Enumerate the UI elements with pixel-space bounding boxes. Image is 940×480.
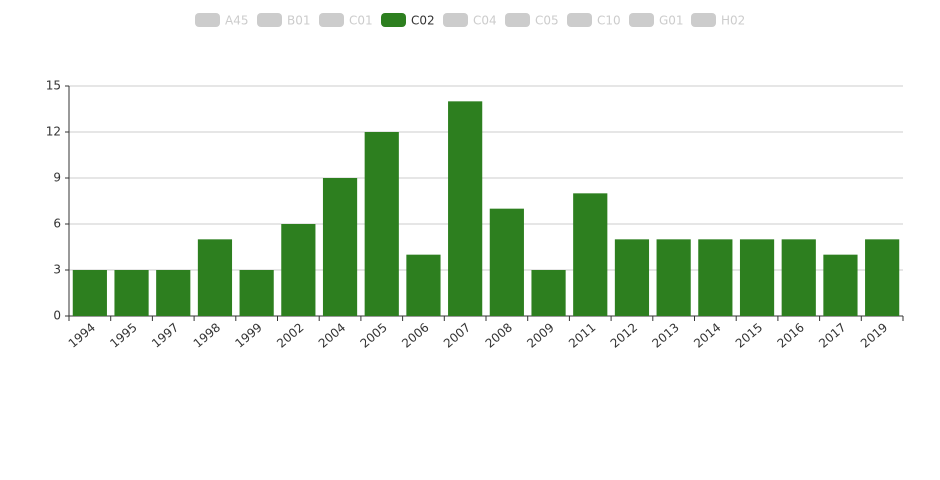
legend-label[interactable]: C04 (473, 14, 497, 28)
bar (698, 239, 733, 316)
bar (72, 270, 107, 316)
bar (573, 193, 608, 316)
bar (614, 239, 650, 316)
y-tick-label: 0 (53, 309, 61, 323)
legend-label[interactable]: A45 (225, 14, 248, 28)
legend-icon[interactable] (567, 13, 592, 27)
x-tick-label: 1994 (66, 320, 98, 350)
x-tick-label: 1995 (107, 320, 139, 350)
bar (197, 239, 233, 316)
bar (531, 270, 566, 316)
x-tick-label: 2004 (316, 320, 348, 350)
x-tick-label: 2013 (649, 320, 681, 350)
legend-label[interactable]: B01 (287, 14, 311, 28)
y-tick-label: 3 (53, 263, 61, 277)
x-tick-label: 2014 (691, 320, 723, 350)
legend-label[interactable]: C02 (411, 14, 435, 28)
bar (406, 254, 441, 316)
x-tick-label: 2007 (441, 320, 473, 350)
bar (114, 270, 149, 316)
legend-icon[interactable] (381, 13, 406, 27)
y-tick-label: 6 (53, 217, 61, 231)
x-tick-label: 1998 (191, 320, 223, 350)
bar (489, 208, 524, 316)
legend-label[interactable]: C05 (535, 14, 559, 28)
legend-label[interactable]: G01 (659, 14, 684, 28)
y-tick-label: 12 (46, 125, 61, 139)
x-tick-label: 1997 (149, 320, 181, 350)
legend-icon[interactable] (443, 13, 468, 27)
x-tick-label: 2012 (608, 320, 640, 350)
x-tick-label: 2019 (858, 320, 890, 350)
legend-icon[interactable] (505, 13, 530, 27)
bar (239, 270, 274, 316)
legend-icon[interactable] (257, 13, 282, 27)
legend-icon[interactable] (195, 13, 220, 27)
y-tick-label: 15 (46, 79, 61, 93)
bar (865, 239, 900, 316)
legend-label[interactable]: H02 (721, 14, 745, 28)
bar (281, 224, 316, 316)
x-tick-label: 2006 (399, 320, 431, 350)
bar (823, 254, 858, 316)
bar (156, 270, 191, 316)
x-tick-label: 2016 (775, 320, 807, 350)
bar (781, 239, 816, 316)
bar (364, 132, 399, 316)
x-tick-label: 2005 (358, 320, 390, 350)
y-tick-label: 9 (53, 171, 61, 185)
legend-icon[interactable] (691, 13, 716, 27)
legend-label[interactable]: C01 (349, 14, 373, 28)
bar (322, 178, 358, 316)
x-tick-label: 2011 (566, 320, 598, 350)
bar (739, 239, 775, 316)
legend-icon[interactable] (319, 13, 344, 27)
x-tick-label: 2009 (524, 320, 556, 350)
x-tick-label: 2015 (733, 320, 765, 350)
legend-icon[interactable] (629, 13, 654, 27)
x-tick-label: 2017 (816, 320, 848, 350)
legend-label[interactable]: C10 (597, 14, 621, 28)
x-tick-label: 2008 (483, 320, 515, 350)
bar (448, 101, 483, 316)
x-tick-label: 2002 (274, 320, 306, 350)
bar (656, 239, 691, 316)
x-tick-label: 1999 (232, 320, 264, 350)
